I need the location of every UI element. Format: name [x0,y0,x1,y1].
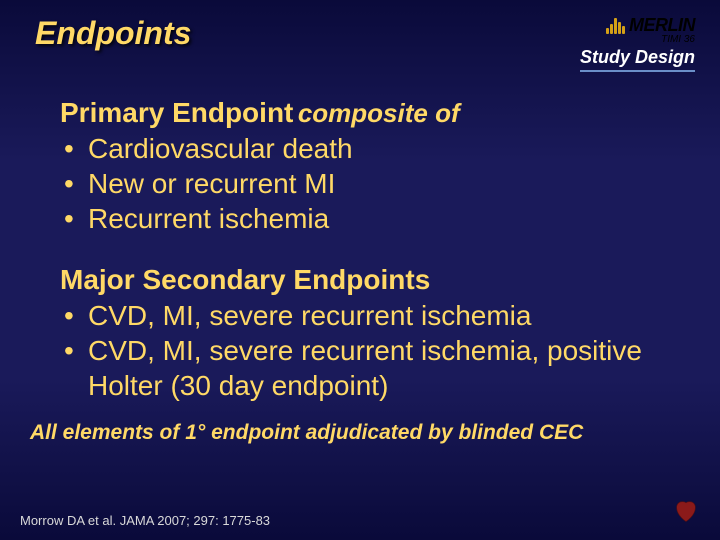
secondary-title: Major Secondary Endpoints [60,264,670,296]
heart-icon [672,497,700,525]
list-item: CVD, MI, severe recurrent ischemia [60,298,670,333]
primary-title: Primary Endpoint [60,97,293,128]
logo-block: MERLIN TIMI 36 Study Design [580,15,695,72]
primary-list: Cardiovascular death New or recurrent MI… [60,131,670,236]
list-item: Recurrent ischemia [60,201,670,236]
page-title: Endpoints [35,15,191,52]
list-item: New or recurrent MI [60,166,670,201]
citation: Morrow DA et al. JAMA 2007; 297: 1775-83 [20,513,270,528]
header: Endpoints MERLIN TIMI 36 Study Design [0,0,720,77]
primary-section: Primary Endpoint composite of Cardiovasc… [60,97,670,236]
list-item: CVD, MI, severe recurrent ischemia, posi… [60,333,670,403]
list-item: Cardiovascular death [60,131,670,166]
logo-text: MERLIN [629,15,695,36]
merlin-logo-icon [606,18,625,34]
secondary-list: CVD, MI, severe recurrent ischemia CVD, … [60,298,670,403]
header-subtitle: Study Design [580,47,695,72]
merlin-logo: MERLIN [580,15,695,36]
footnote: All elements of 1° endpoint adjudicated … [0,413,720,445]
composite-label: composite of [298,98,460,128]
content: Primary Endpoint composite of Cardiovasc… [0,77,720,413]
secondary-section: Major Secondary Endpoints CVD, MI, sever… [60,264,670,403]
